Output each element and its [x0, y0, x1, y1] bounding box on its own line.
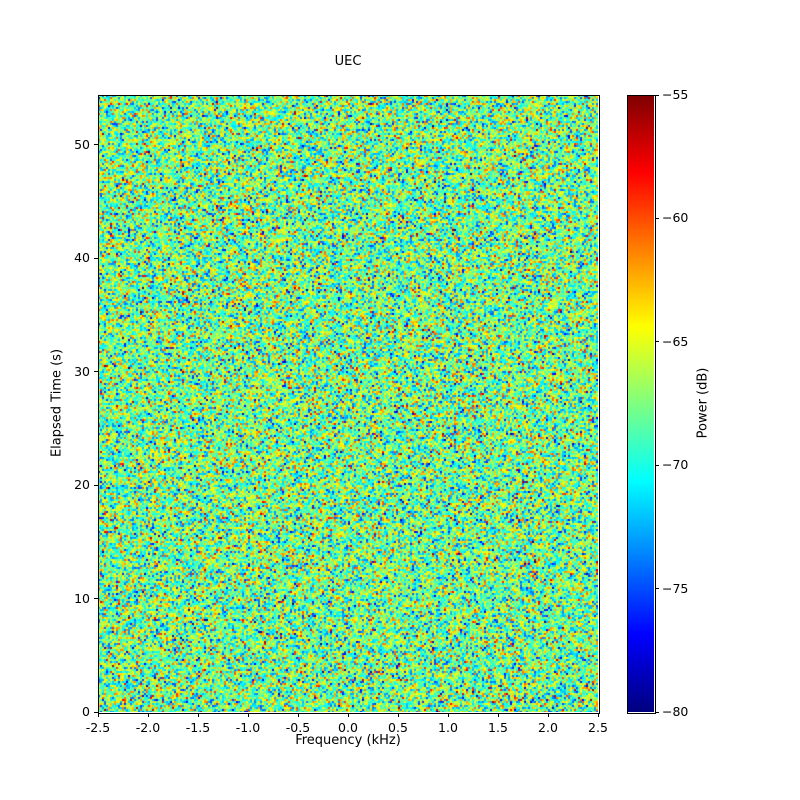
- x-tick-label: 2.0: [538, 720, 558, 735]
- x-tick-mark: [547, 713, 549, 717]
- y-tick-mark: [94, 484, 98, 486]
- x-tick-mark: [597, 713, 599, 717]
- x-tick-label: -2.0: [135, 720, 161, 735]
- colorbar-tick-label: −75: [662, 580, 689, 596]
- y-tick-label: 0: [82, 704, 90, 719]
- x-tick-mark: [397, 713, 399, 717]
- colorbar-tick-mark: [655, 588, 659, 590]
- x-tick-label: 1.5: [488, 720, 508, 735]
- x-tick-mark: [247, 713, 249, 717]
- colorbar-tick-label: −65: [662, 333, 689, 349]
- x-tick-mark: [497, 713, 499, 717]
- y-tick-label: 30: [74, 363, 90, 379]
- colorbar-gradient: [627, 95, 654, 712]
- x-tick-label: -2.5: [85, 720, 111, 735]
- y-tick-label: 50: [74, 136, 90, 152]
- y-tick-label: 20: [74, 477, 90, 493]
- x-tick-label: -0.5: [285, 720, 311, 735]
- y-tick-mark: [94, 371, 98, 373]
- y-tick-mark: [94, 598, 98, 600]
- x-tick-mark: [147, 713, 149, 717]
- colorbar-tick-label: −80: [662, 704, 689, 719]
- colorbar-tick-mark: [655, 94, 659, 96]
- y-tick-mark: [94, 257, 98, 259]
- colorbar-tick-mark: [655, 464, 659, 466]
- x-axis-label: Frequency (kHz): [295, 733, 401, 748]
- y-tick-mark: [94, 144, 98, 146]
- x-tick-mark: [197, 713, 199, 717]
- colorbar-tick-label: −55: [662, 87, 689, 102]
- colorbar-tick-label: −60: [662, 210, 689, 226]
- x-tick-label: -1.0: [235, 720, 261, 735]
- colorbar-tick-label: −70: [662, 457, 689, 473]
- x-tick-mark: [297, 713, 299, 717]
- x-tick-mark: [447, 713, 449, 717]
- colorbar-tick-mark: [655, 341, 659, 343]
- x-tick-label: 0.0: [338, 720, 358, 735]
- y-tick-label: 10: [74, 590, 90, 606]
- spectrogram-heatmap: [98, 95, 598, 712]
- x-tick-mark: [347, 713, 349, 717]
- plot-title: UEC: [334, 54, 362, 69]
- colorbar-tick-mark: [655, 217, 659, 219]
- y-tick-mark: [94, 711, 98, 713]
- x-tick-label: 0.5: [388, 720, 408, 735]
- x-tick-label: -1.5: [185, 720, 211, 735]
- x-tick-label: 2.5: [588, 720, 608, 735]
- colorbar-label: Power (dB): [695, 367, 711, 439]
- y-tick-label: 40: [74, 250, 90, 266]
- x-tick-label: 1.0: [438, 720, 458, 735]
- colorbar-tick-mark: [655, 711, 659, 713]
- x-tick-mark: [97, 713, 99, 717]
